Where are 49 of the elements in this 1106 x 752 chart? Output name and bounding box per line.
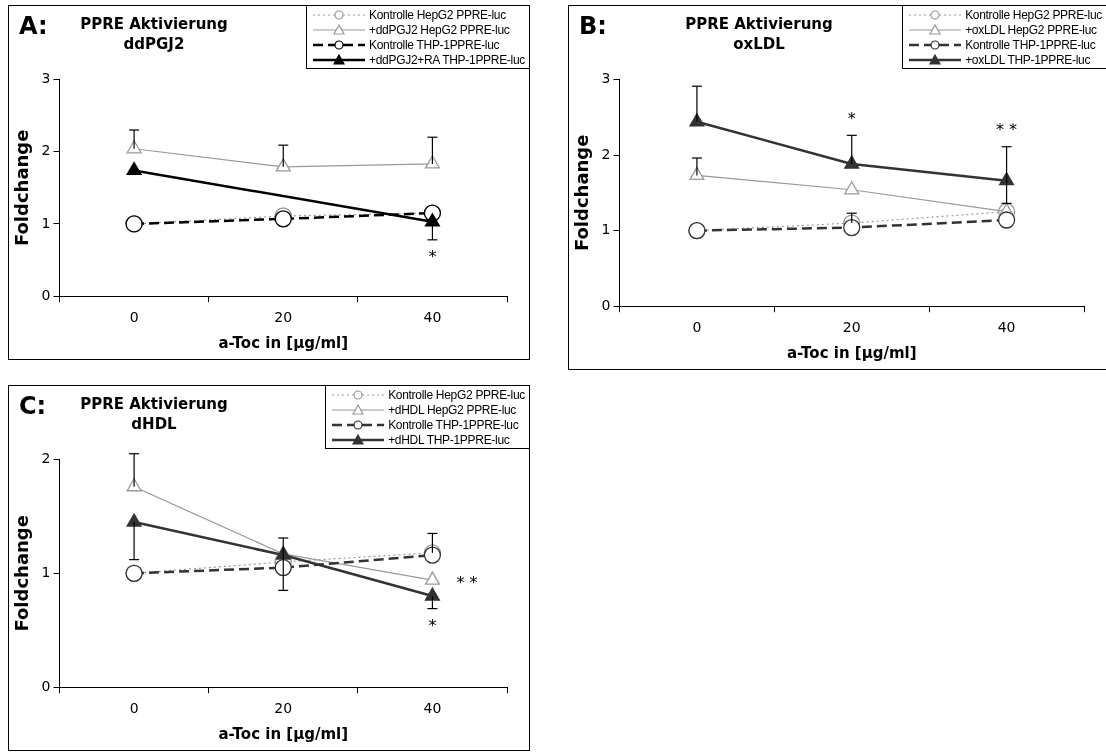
y-tick-label: 2 [41,142,51,159]
x-tick-label: 0 [129,309,139,326]
x-tick-label: 40 [423,700,442,717]
legend-label: Kontrolle HepG2 PPRE-luc [369,7,506,22]
annotation: * [428,615,437,635]
legend-label: Kontrolle HepG2 PPRE-luc [965,7,1102,22]
x-tick-label: 0 [129,700,139,717]
y-tick-label: 0 [601,296,611,313]
y-tick-label: 0 [41,677,51,694]
annotation: * [847,108,856,128]
y-axis-title: Foldchange [571,134,593,252]
legend-label: +dHDL THP-1PPRE-luc [388,432,510,447]
annotation: * * [996,119,1018,139]
x-tick-label: 20 [842,319,861,336]
y-tick-label: 3 [601,70,611,87]
text: A: [19,12,48,40]
x-axis-title: a-Toc in [µg/ml] [218,724,349,743]
y-tick-label: 2 [41,450,51,467]
x-axis-title: a-Toc in [µg/ml] [218,333,349,352]
chart-title: PPRE Aktivierung oxLDL [684,14,834,54]
x-tick-label: 0 [692,319,702,336]
x-tick-label: 40 [423,309,442,326]
legend-label: +ddPGJ2 HepG2 PPRE-luc [369,22,510,37]
legend-label: +ddPGJ2+RA THP-1PPRE-luc [369,52,525,67]
x-tick-label: 20 [274,700,293,717]
legend-label: Kontrolle THP-1PPRE-luc [369,37,500,52]
legend-label: +dHDL HepG2 PPRE-luc [388,402,517,417]
y-tick-label: 1 [601,221,611,238]
chart-title: PPRE Aktivierung dHDL [79,394,229,434]
y-tick-label: 2 [601,145,611,162]
y-tick-label: 1 [41,214,51,231]
annotation: * * [456,573,478,593]
y-tick-label: 0 [41,286,51,303]
y-tick-label: 1 [41,563,51,580]
text: B: [579,12,607,40]
y-axis-title: Foldchange [11,515,33,632]
x-axis-title: a-Toc in [µg/ml] [786,343,917,362]
x-tick-label: 40 [997,319,1016,336]
legend-label: Kontrolle THP-1PPRE-luc [965,37,1096,52]
legend-label: +oxLDL THP-1PPRE-luc [965,52,1091,67]
annotation: * [428,246,437,266]
text: C: [19,392,47,420]
x-tick-label: 20 [274,309,293,326]
y-tick-label: 3 [41,70,51,87]
y-axis-title: Foldchange [11,129,33,247]
legend-label: Kontrolle HepG2 PPRE-luc [388,387,525,402]
chart-title: PPRE Aktivierung ddPGJ2 [79,14,229,54]
legend-label: +oxLDL HepG2 PPRE-luc [965,22,1097,37]
legend-label: Kontrolle THP-1PPRE-luc [388,417,519,432]
